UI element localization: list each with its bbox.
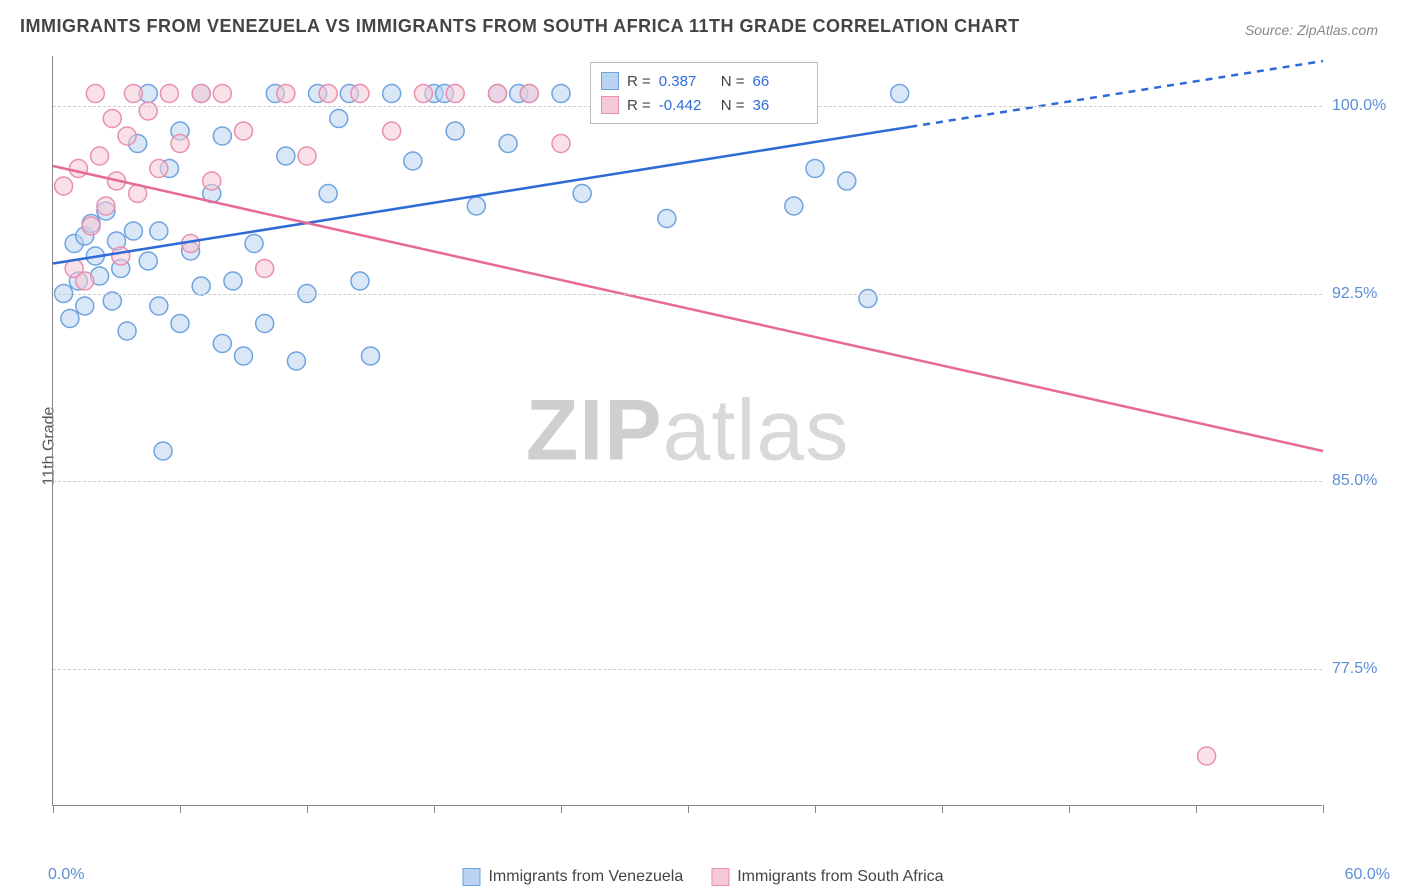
swatch-venezuela [601, 72, 619, 90]
correlation-legend: R = 0.387 N = 66 R = -0.442 N = 36 [590, 62, 818, 124]
x-axis-max: 60.0% [1345, 866, 1390, 884]
x-tick [434, 805, 435, 813]
legend-n-label: N = [721, 73, 745, 90]
swatch-south-africa-icon [711, 868, 729, 886]
source-credit: Source: ZipAtlas.com [1245, 22, 1378, 38]
y-tick-label: 85.0% [1332, 472, 1406, 490]
legend-r-a: 0.387 [659, 73, 713, 90]
legend-row-b: R = -0.442 N = 36 [601, 93, 807, 117]
chart-svg [53, 56, 1322, 805]
y-tick-label: 100.0% [1332, 97, 1406, 115]
y-tick-label: 77.5% [1332, 660, 1406, 678]
bottom-legend-a-label: Immigrants from Venezuela [488, 868, 683, 886]
x-tick [561, 805, 562, 813]
x-tick [942, 805, 943, 813]
x-tick [53, 805, 54, 813]
bottom-legend: Immigrants from Venezuela Immigrants fro… [462, 868, 943, 886]
legend-n-b: 36 [753, 97, 807, 114]
legend-r-b: -0.442 [659, 97, 713, 114]
legend-r-label: R = [627, 97, 651, 114]
x-tick [180, 805, 181, 813]
gridline [53, 481, 1322, 482]
x-tick [1069, 805, 1070, 813]
legend-n-a: 66 [753, 73, 807, 90]
swatch-venezuela-icon [462, 868, 480, 886]
swatch-south-africa [601, 96, 619, 114]
chart-title: IMMIGRANTS FROM VENEZUELA VS IMMIGRANTS … [20, 16, 1020, 37]
x-tick [688, 805, 689, 813]
bottom-legend-b-label: Immigrants from South Africa [737, 868, 943, 886]
legend-r-label: R = [627, 73, 651, 90]
bottom-legend-a: Immigrants from Venezuela [462, 868, 683, 886]
gridline [53, 294, 1322, 295]
x-tick [815, 805, 816, 813]
y-tick-label: 92.5% [1332, 285, 1406, 303]
legend-n-label: N = [721, 97, 745, 114]
plot-area: ZIPatlas 77.5%85.0%92.5%100.0% [52, 56, 1322, 806]
bottom-legend-b: Immigrants from South Africa [711, 868, 943, 886]
legend-row-a: R = 0.387 N = 66 [601, 69, 807, 93]
x-tick [1196, 805, 1197, 813]
x-axis-min: 0.0% [48, 866, 84, 884]
x-tick [1323, 805, 1324, 813]
gridline [53, 669, 1322, 670]
x-tick [307, 805, 308, 813]
